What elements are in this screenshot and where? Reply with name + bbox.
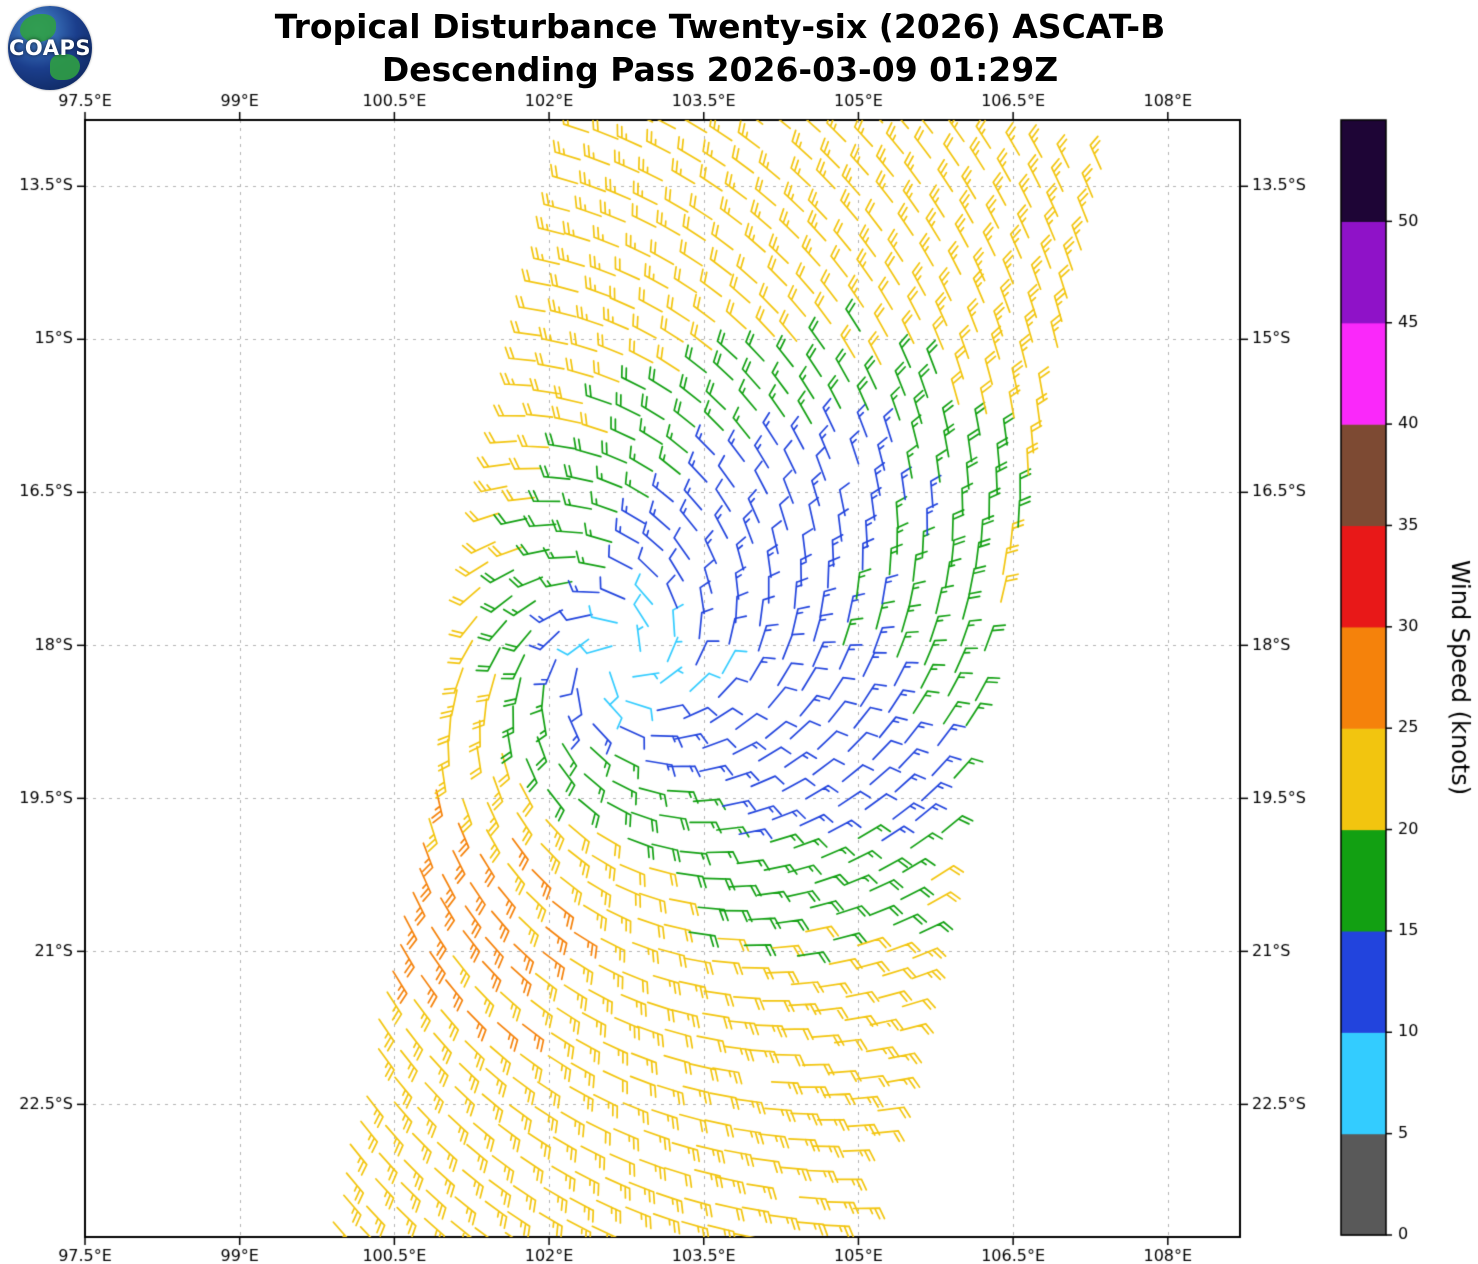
globe-land-icon bbox=[50, 54, 80, 80]
coaps-logo: COAPS bbox=[8, 6, 92, 90]
globe-land-icon bbox=[20, 14, 56, 42]
coaps-logo-text: COAPS bbox=[9, 36, 91, 60]
